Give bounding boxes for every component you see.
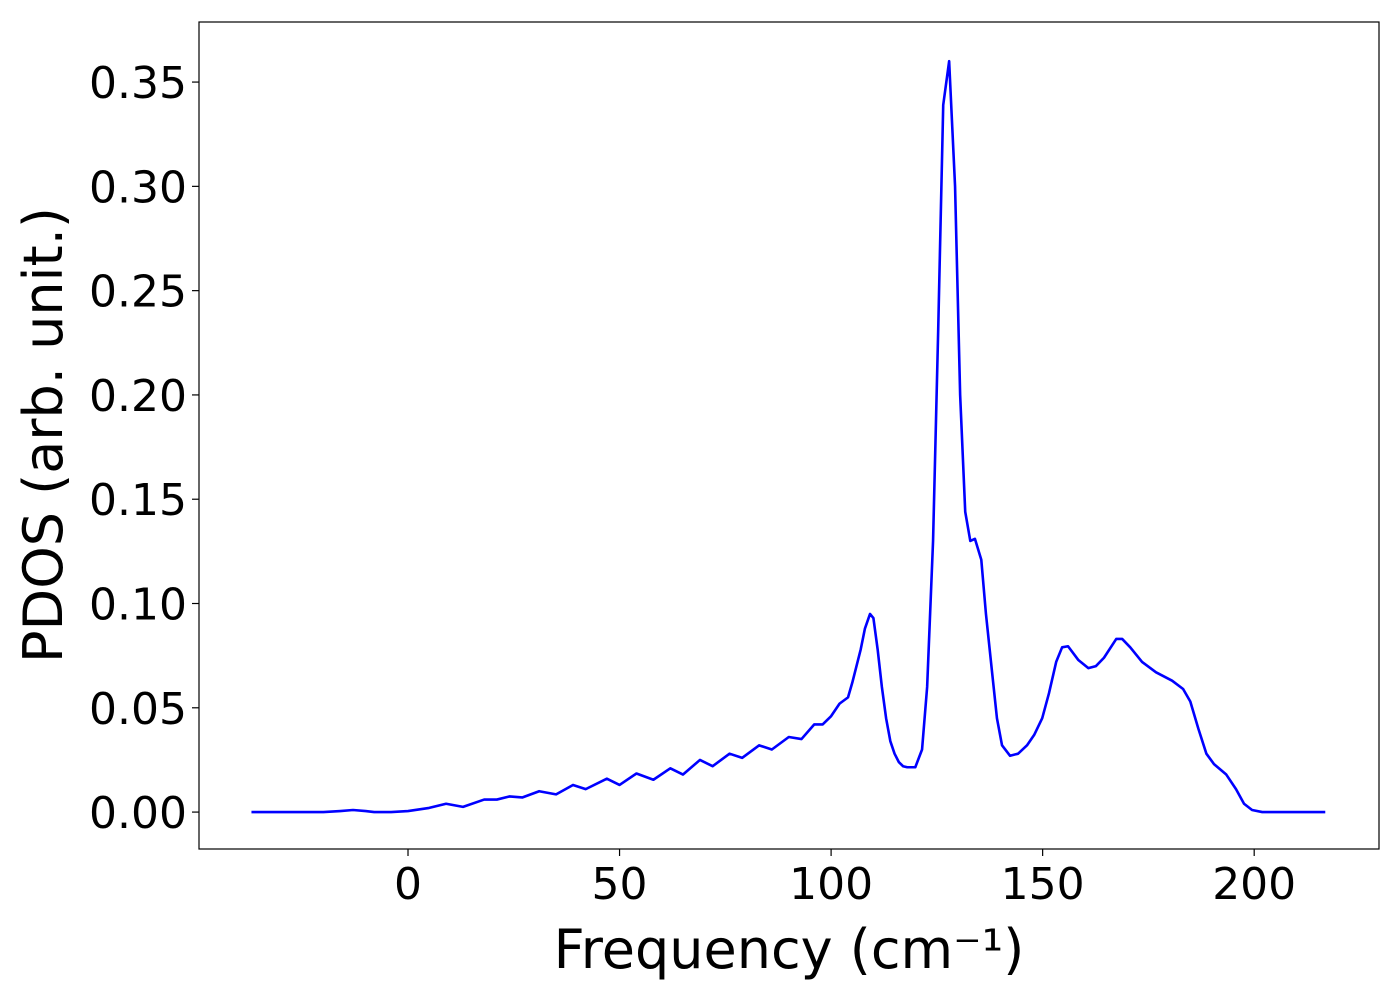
- y-tick-label: 0.10: [89, 580, 187, 631]
- x-tick-label: 100: [789, 859, 873, 910]
- line-series: [251, 59, 1326, 814]
- y-tick-label: 0.20: [89, 371, 187, 422]
- x-tick-label: 150: [1001, 859, 1085, 910]
- y-tick-label: 0.25: [89, 267, 187, 318]
- y-tick-label: 0.30: [89, 162, 187, 213]
- x-tick-label: 50: [592, 859, 648, 910]
- y-tick-label: 0.00: [89, 788, 187, 839]
- x-tick-label: 200: [1212, 859, 1296, 910]
- y-tick-label: 0.35: [89, 58, 187, 109]
- y-axis-label: PDOS (arb. unit.): [12, 207, 75, 663]
- plot-frame: [198, 21, 1380, 850]
- x-tick-label: 0: [394, 859, 422, 910]
- y-tick-label: 0.05: [89, 684, 187, 735]
- x-axis-label: Frequency (cm⁻¹): [554, 918, 1025, 981]
- y-tick-label: 0.15: [89, 475, 187, 526]
